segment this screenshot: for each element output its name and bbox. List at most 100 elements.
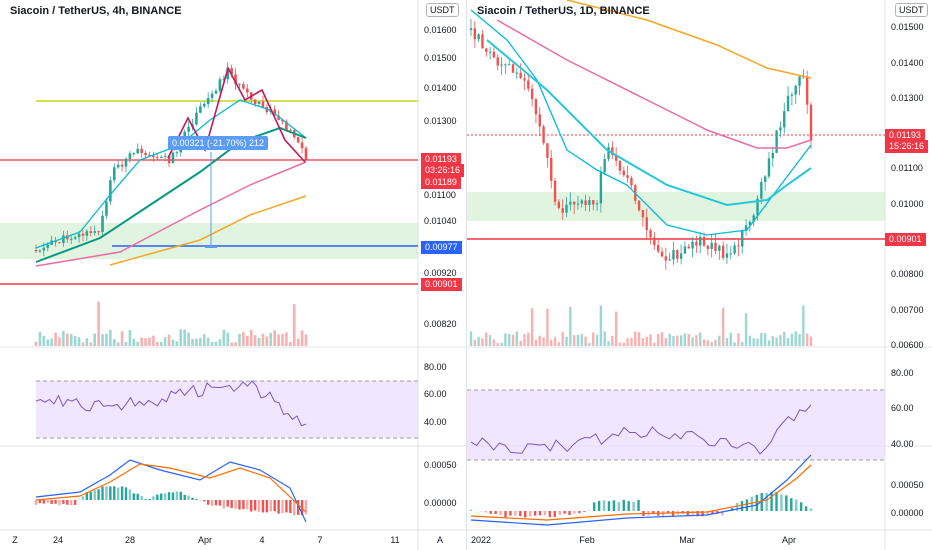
right-chart-canvas[interactable]: 0.01500 0.01400 0.01300 0.01100 0.01000 0.008… xyxy=(467,0,932,550)
left-price-tick-label: 0.01600 xyxy=(424,25,457,35)
left-volume-bar xyxy=(273,330,276,346)
right-candle-body xyxy=(508,64,511,66)
left-signal-line xyxy=(35,463,307,513)
right-rsi-tick-label: 60.00 xyxy=(891,403,914,413)
right-macd-histogram-bar xyxy=(612,500,616,511)
left-currency-button[interactable]: USDT xyxy=(426,3,459,17)
right-macd-histogram-bar xyxy=(573,511,576,514)
left-macd-histogram-bar xyxy=(281,500,284,514)
left-volume-bar xyxy=(179,329,183,346)
left-macd-histogram-bar xyxy=(230,500,233,509)
right-volume-bar xyxy=(805,333,809,346)
right-macd-histogram-bar xyxy=(711,511,714,515)
left-macd-histogram-bar xyxy=(116,487,120,500)
left-volume-bar xyxy=(112,339,116,346)
left-macd-histogram-bar xyxy=(152,496,155,500)
left-volume-bar xyxy=(175,341,179,346)
right-volume-bar xyxy=(469,331,473,346)
right-volume-bar xyxy=(477,336,480,346)
left-candle-body xyxy=(222,79,226,81)
left-price-tick-label: 0.00920 xyxy=(424,268,457,278)
right-volume-bar xyxy=(488,335,492,346)
right-macd-histogram-bar xyxy=(735,502,739,511)
right-macd-histogram-bar xyxy=(524,511,527,518)
right-volume-bar xyxy=(481,338,484,346)
right-macd-histogram-bar xyxy=(696,511,699,517)
right-candle-body xyxy=(809,104,813,141)
right-moving-average-0 xyxy=(470,9,812,236)
left-time-tick-label: 7 xyxy=(317,535,322,545)
right-chart-pane[interactable]: 0.01500 0.01400 0.01300 0.01100 0.01000 0.008… xyxy=(466,0,932,550)
left-macd-histogram-bar xyxy=(105,486,108,500)
right-candle-body xyxy=(546,143,549,158)
right-rsi-line xyxy=(470,404,812,455)
right-volume-bar xyxy=(611,335,614,346)
left-macd-histogram-bar xyxy=(273,500,276,512)
left-macd-histogram-bar xyxy=(163,493,167,500)
left-candle-body xyxy=(120,164,124,167)
right-volume-bar xyxy=(553,337,557,346)
right-macd-histogram-bar xyxy=(765,492,768,511)
left-candle-body xyxy=(281,120,284,122)
right-price-tick-label: 0.01300 xyxy=(891,93,924,103)
left-macd-histogram-bar xyxy=(191,497,194,500)
left-macd-histogram-bar xyxy=(179,491,182,500)
right-candle-body xyxy=(542,126,545,144)
left-volume-bar xyxy=(109,329,112,346)
right-candle-body xyxy=(653,237,656,246)
right-volume-bar xyxy=(496,342,499,346)
left-candle-body xyxy=(77,233,81,238)
right-candle-body xyxy=(790,94,794,96)
right-candle-body xyxy=(572,201,576,205)
right-macd-histogram-bar xyxy=(637,499,640,511)
left-macd-histogram-bar xyxy=(226,500,229,507)
left-chart-pane[interactable]: 0.01600 0.01500 0.01400 0.01300 0.01100 0.010… xyxy=(0,0,466,550)
right-volume-bar xyxy=(576,334,580,346)
right-macd-histogram-bar xyxy=(686,511,690,516)
left-volume-bar xyxy=(38,331,42,346)
right-macd-histogram-bar xyxy=(745,499,749,511)
left-candle-body xyxy=(246,88,249,93)
right-price-tick-label: 0.01100 xyxy=(891,163,923,173)
left-volume-bar xyxy=(163,337,167,346)
right-currency-button[interactable]: USDT xyxy=(895,3,928,17)
left-volume-bar xyxy=(277,334,280,346)
right-macd-histogram-bar xyxy=(632,501,635,511)
left-volume-bar xyxy=(116,342,120,346)
right-volume-bar xyxy=(569,306,572,346)
right-price-tick-label: 0.00700 xyxy=(891,305,924,315)
right-volume-bar xyxy=(741,341,744,346)
right-moving-average-2 xyxy=(496,19,812,149)
left-candle-body xyxy=(58,242,61,244)
right-candle-body xyxy=(553,180,557,202)
left-macd-histogram-bar xyxy=(187,495,190,500)
left-rsi-tick-label: 80.00 xyxy=(424,362,447,372)
right-macd-histogram-bar xyxy=(519,511,522,517)
right-volume-bar xyxy=(809,336,813,346)
left-candle-body xyxy=(187,126,190,132)
left-macd-histogram-bar xyxy=(101,486,104,500)
left-volume-bar xyxy=(226,332,230,346)
right-candle-body xyxy=(569,201,572,205)
right-candle-body xyxy=(622,170,626,176)
right-macd-histogram-bar xyxy=(568,511,571,516)
left-volume-bar xyxy=(58,337,61,346)
left-volume-bar xyxy=(136,341,140,346)
left-blue-level-label: 0.00977 xyxy=(421,241,462,254)
left-chart-canvas[interactable]: 0.01600 0.01500 0.01400 0.01300 0.01100 0.010… xyxy=(0,0,466,550)
left-volume-bar xyxy=(265,336,269,346)
left-time-tick-label: 11 xyxy=(390,535,399,545)
right-macd-histogram-bar xyxy=(790,498,793,511)
right-macd-histogram-bar xyxy=(533,511,537,516)
left-candle-body xyxy=(277,115,280,121)
right-volume-bar xyxy=(786,338,790,346)
left-support-zone xyxy=(0,223,418,259)
right-candle-body xyxy=(626,175,629,178)
left-candle-body xyxy=(175,152,179,154)
right-volume-bar xyxy=(527,332,530,346)
left-macd-histogram-bar xyxy=(85,492,89,500)
right-candle-body xyxy=(649,230,652,238)
left-macd-histogram-bar xyxy=(269,500,272,512)
left-volume-bar xyxy=(156,341,159,346)
left-candle-body xyxy=(89,231,93,233)
